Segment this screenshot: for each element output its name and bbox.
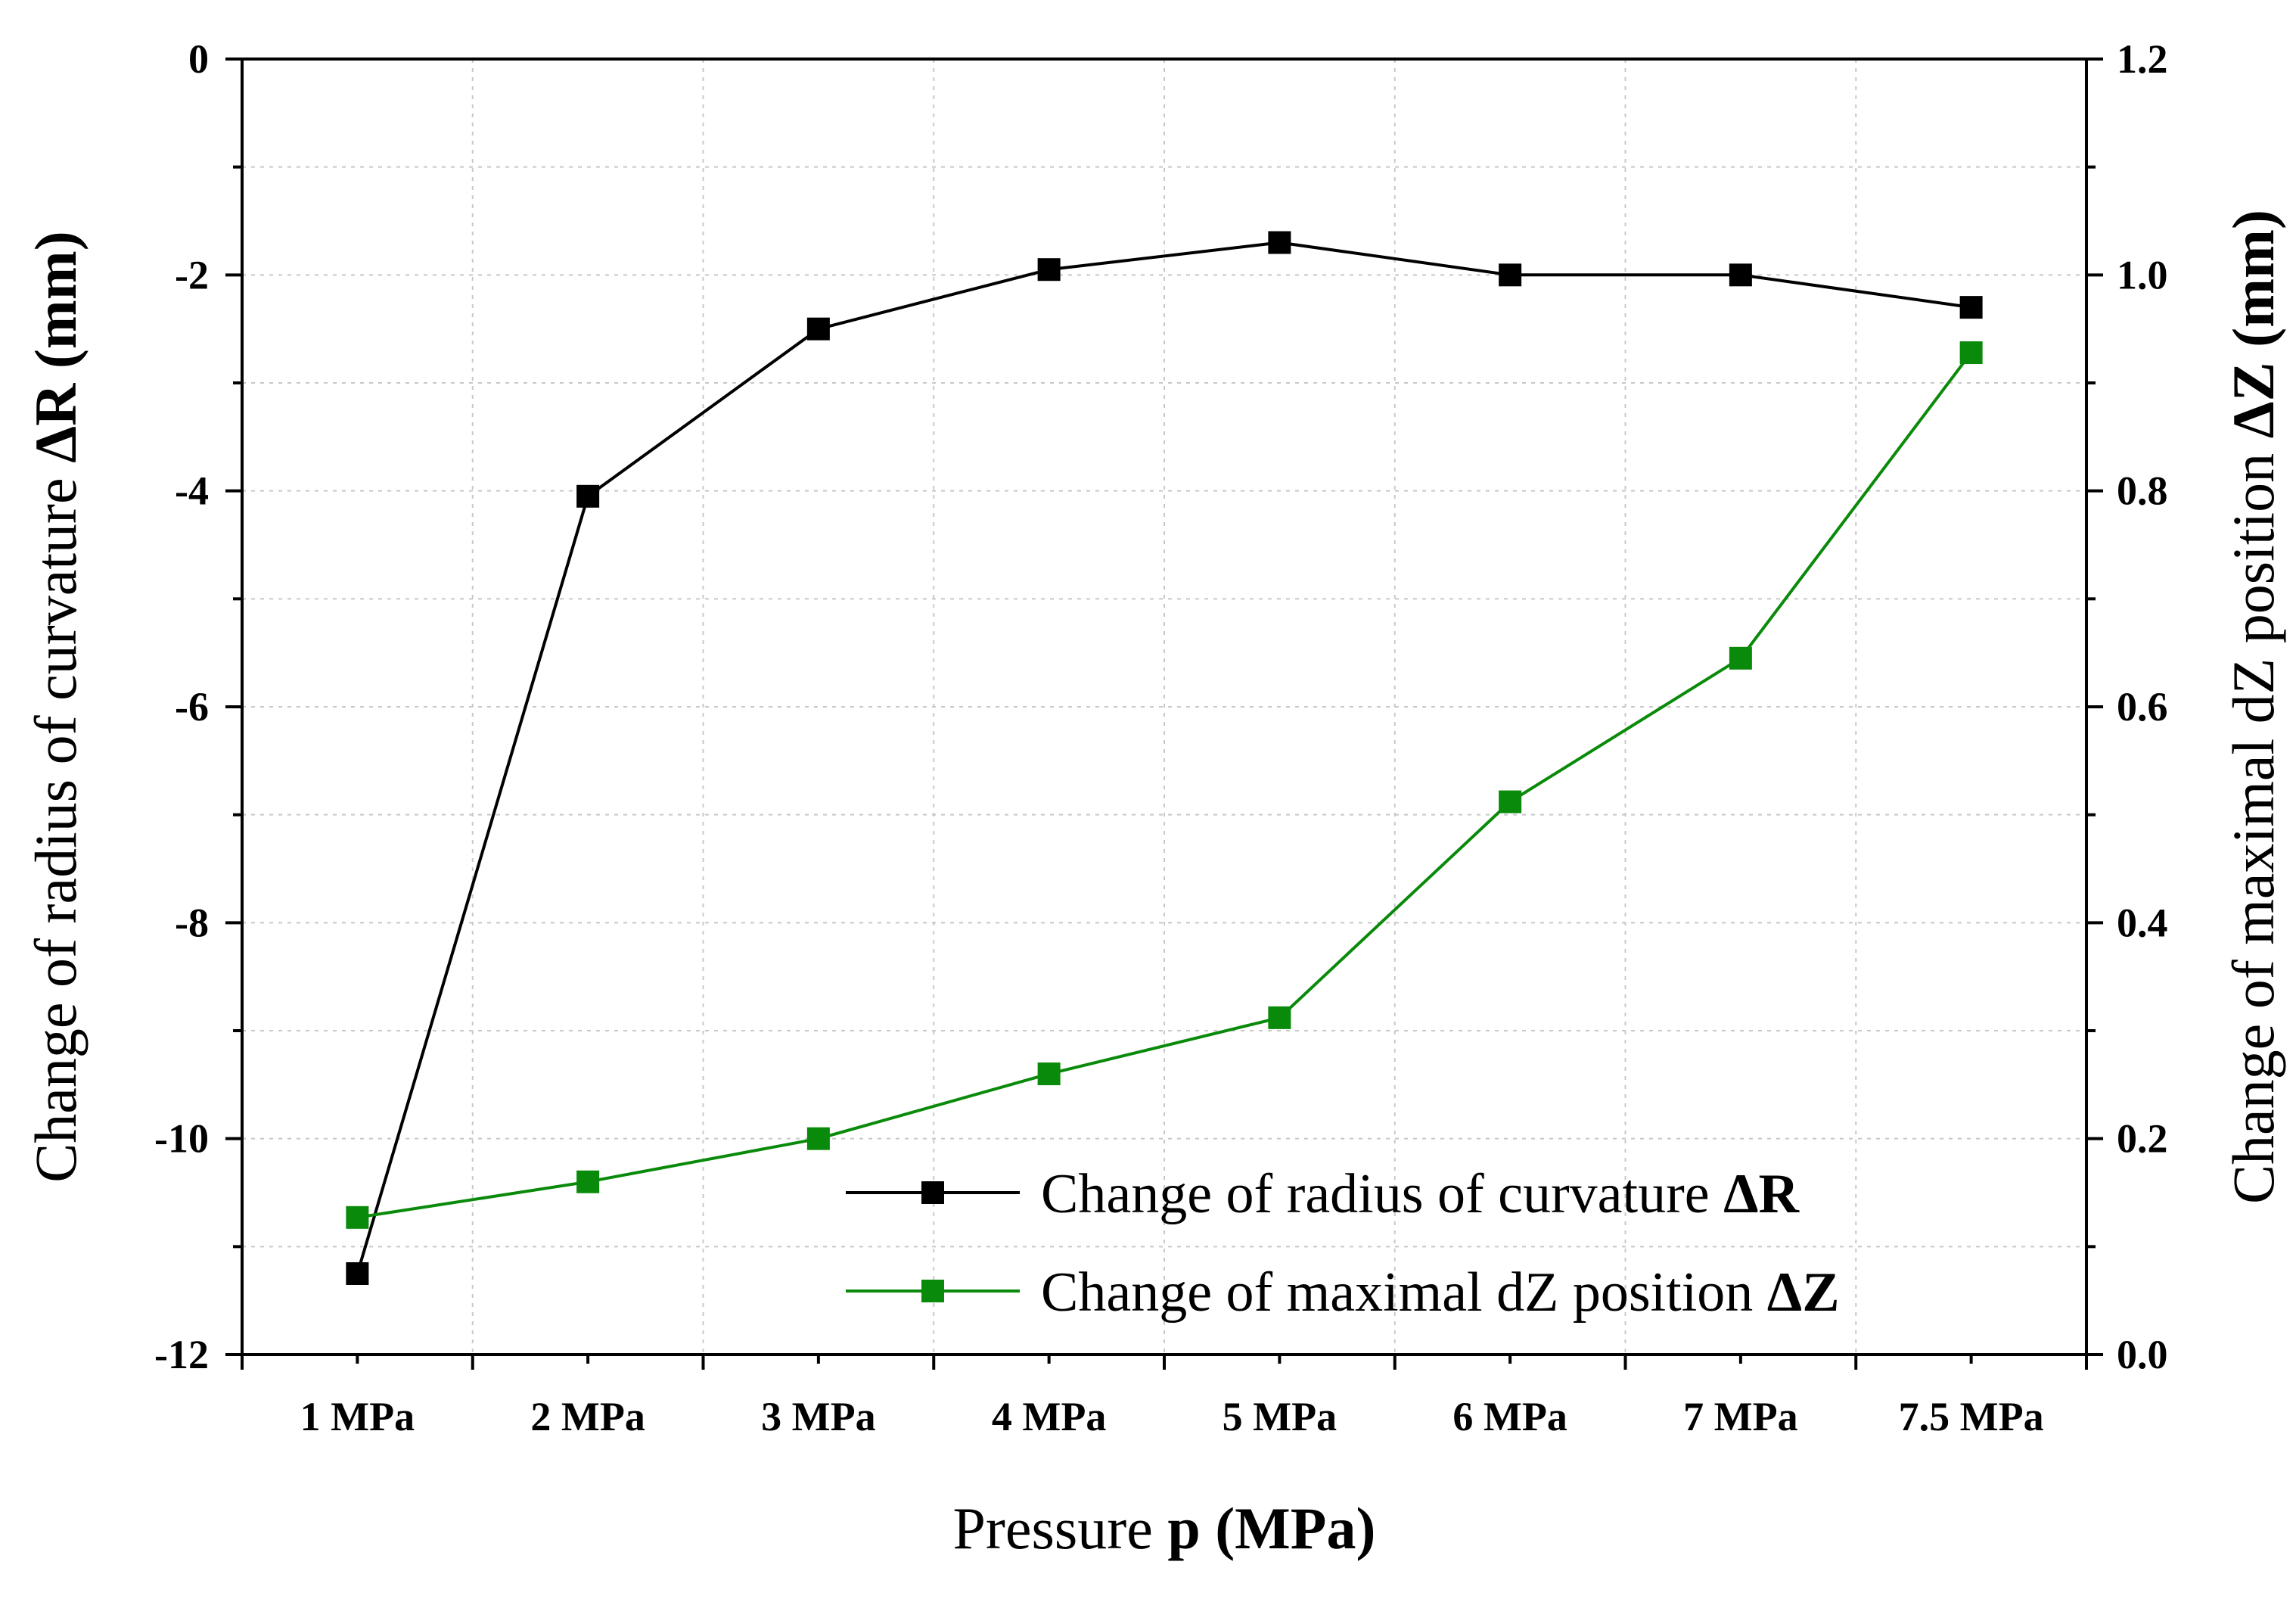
data-point-series-2 <box>576 1170 600 1193</box>
x-tick-label: 3 MPa <box>761 1394 875 1439</box>
x-tick-label: 7.5 MPa <box>1899 1394 2044 1439</box>
data-point-series-1 <box>1729 263 1752 287</box>
x-tick-label: 6 MPa <box>1452 1394 1567 1439</box>
data-point-series-2 <box>806 1127 830 1150</box>
legend-marker-1 <box>921 1181 944 1204</box>
data-point-series-2 <box>1959 341 1983 365</box>
x-tick-label: 5 MPa <box>1223 1394 1337 1439</box>
data-point-series-1 <box>806 317 830 341</box>
series-line-1 <box>356 241 1971 1274</box>
data-point-series-1 <box>1959 296 1983 319</box>
x-tick-label: 4 MPa <box>992 1394 1106 1439</box>
y-right-tick-label: 0.2 <box>2117 1116 2168 1162</box>
legend-label-2: Change of maximal dZ position ΔZ <box>1041 1261 1840 1324</box>
y-left-tick-label: -2 <box>175 252 209 297</box>
series-layer <box>346 231 1983 1285</box>
y-left-tick-label: -4 <box>175 468 209 514</box>
series-line-2 <box>357 351 1973 1219</box>
x-tick-label: 2 MPa <box>530 1394 645 1439</box>
data-point-series-1 <box>1499 263 1522 287</box>
x-tick-label: 1 MPa <box>300 1394 415 1439</box>
data-point-series-2 <box>1268 1006 1291 1029</box>
legend-marker-2 <box>921 1280 944 1302</box>
data-point-series-1 <box>576 484 600 508</box>
data-point-series-2 <box>1037 1062 1061 1086</box>
y-axis-title-left: Change of radius of curvature ΔR (mm) <box>23 231 89 1182</box>
data-point-series-1 <box>1037 258 1061 282</box>
y-right-tick-label: 1.2 <box>2117 36 2168 82</box>
y-left-tick-label: -10 <box>154 1116 209 1162</box>
y-right-tick-label: 0.6 <box>2117 684 2168 730</box>
y-right-tick-label: 0.0 <box>2117 1332 2168 1377</box>
y-left-tick-label: 0 <box>188 36 209 82</box>
y-left-tick-label: -8 <box>175 900 209 945</box>
y-right-tick-label: 0.8 <box>2117 468 2168 514</box>
data-point-series-2 <box>346 1205 369 1229</box>
data-point-series-2 <box>1499 790 1522 813</box>
y-left-tick-label: -12 <box>154 1332 209 1377</box>
y-right-tick-label: 0.4 <box>2117 900 2168 945</box>
axis-ticks: 0 -2 -4 -6 -8 -10 -12 0.0 0.2 0.4 0.6 0.8 1.0 1.2 1 MP… <box>154 36 2167 1439</box>
y-left-tick-label: -6 <box>175 684 209 730</box>
data-point-series-1 <box>346 1262 369 1285</box>
y-axis-title-right: Change of maximal dZ position ΔZ (mm) <box>2220 210 2286 1204</box>
data-point-series-2 <box>1729 646 1752 670</box>
x-tick-label: 7 MPa <box>1683 1394 1797 1439</box>
data-point-series-1 <box>1268 231 1291 254</box>
x-axis-title: Pressure p (MPa) <box>953 1495 1376 1561</box>
y-right-tick-label: 1.0 <box>2117 252 2168 297</box>
legend: Change of radius of curvature ΔR Change o… <box>846 1163 1840 1324</box>
legend-label-1: Change of radius of curvature ΔR <box>1041 1163 1800 1225</box>
grid-lines <box>242 59 2086 1355</box>
